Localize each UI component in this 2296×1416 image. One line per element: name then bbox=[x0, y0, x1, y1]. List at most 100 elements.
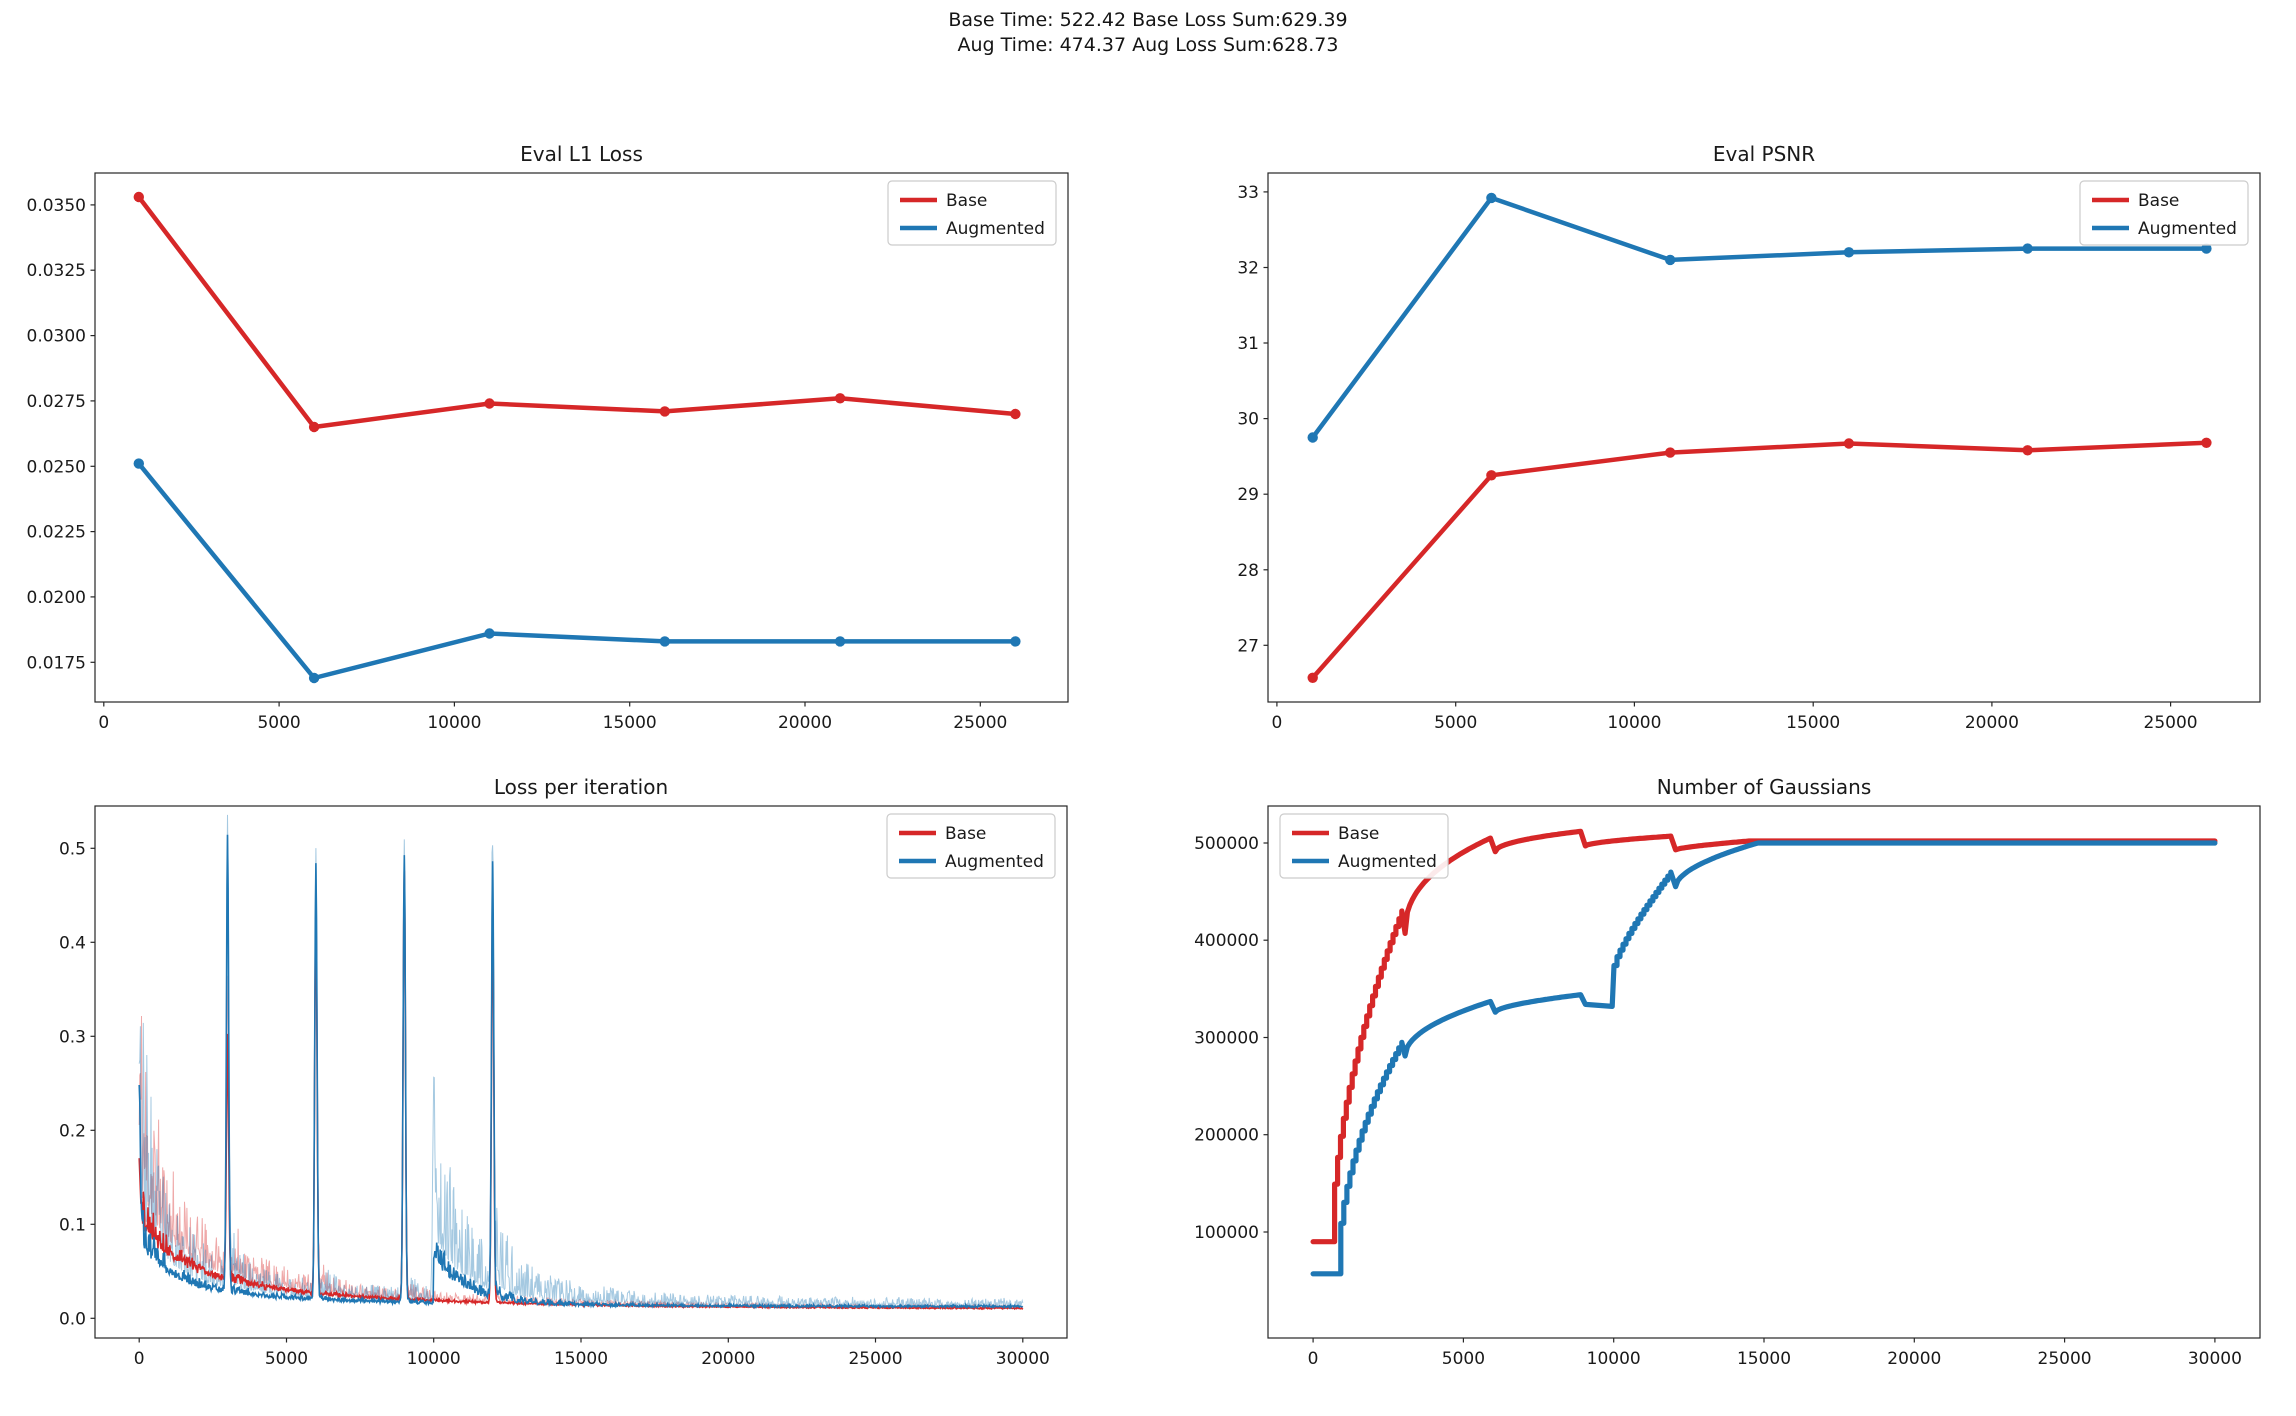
eval-psnr-y-tick-label: 28 bbox=[1237, 561, 1259, 581]
number-of-gaussians-plot-area bbox=[1267, 805, 2261, 1339]
eval-l1-loss-base-marker bbox=[308, 421, 320, 433]
number-of-gaussians-legend-label-base: Base bbox=[1338, 824, 1379, 844]
eval-l1-loss-title: Eval L1 Loss bbox=[520, 142, 643, 166]
eval-psnr-base-line bbox=[1310, 440, 2209, 681]
eval-psnr-legend-label-augmented: Augmented bbox=[2138, 219, 2237, 239]
eval-psnr-y-tick-label: 30 bbox=[1237, 410, 1259, 430]
eval-psnr-base-marker bbox=[2201, 437, 2212, 448]
eval-psnr-base-marker bbox=[1665, 447, 1676, 458]
eval-l1-loss-x-axis: 0 5000 10000 15000 20000 25000 bbox=[98, 702, 1007, 733]
eval-l1-loss-x-tick-label: 0 bbox=[98, 713, 109, 733]
eval-psnr-y-tick-label: 32 bbox=[1237, 259, 1259, 279]
eval-l1-loss-augmented-marker bbox=[133, 458, 144, 469]
eval-psnr-augmented-line bbox=[1310, 195, 2209, 440]
number-of-gaussians-y-tick-label: 500000 bbox=[1194, 834, 1259, 854]
eval-l1-loss-augmented-line bbox=[136, 461, 1018, 681]
eval-psnr-x-tick-label: 25000 bbox=[2144, 713, 2198, 733]
eval-l1-loss-legend-label-augmented: Augmented bbox=[946, 219, 1045, 239]
eval-l1-loss-base-marker bbox=[484, 398, 495, 409]
eval-l1-loss-augmented-marker bbox=[659, 636, 670, 647]
loss-per-iteration-x-tick-label: 0 bbox=[134, 1349, 145, 1369]
eval-psnr-y-axis: 27 28 29 30 31 32 33 bbox=[1237, 183, 1268, 656]
loss-per-iteration-augmented-raw-trace bbox=[138, 814, 1024, 1308]
loss-per-iteration-x-tick-label: 20000 bbox=[701, 1349, 755, 1369]
eval-l1-loss-y-tick-label: 0.0200 bbox=[27, 588, 86, 608]
eval-l1-loss-plot-area bbox=[94, 172, 1069, 703]
eval-l1-loss-y-axis: 0.0175 0.0200 0.0225 0.0250 0.0275 0.0300 0.03… bbox=[27, 196, 95, 673]
eval-psnr-base-marker bbox=[2022, 445, 2033, 456]
number-of-gaussians-x-tick-label: 20000 bbox=[1887, 1349, 1941, 1369]
number-of-gaussians-x-tick-label: 10000 bbox=[1587, 1349, 1641, 1369]
eval-l1-loss-augmented-marker bbox=[1010, 636, 1021, 647]
eval-l1-loss-y-tick-label: 0.0325 bbox=[27, 261, 86, 281]
eval-l1-loss-base-marker bbox=[659, 406, 670, 417]
suptitle-line-1: Base Time: 522.42 Base Loss Sum:629.39 bbox=[948, 9, 1348, 31]
eval-psnr-x-tick-label: 5000 bbox=[1434, 713, 1477, 733]
eval-psnr-augmented-marker bbox=[1843, 247, 1855, 258]
eval-l1-loss-legend: Base Augmented bbox=[887, 180, 1057, 246]
eval-psnr-base-marker bbox=[1307, 672, 1318, 683]
number-of-gaussians-legend-label-augmented: Augmented bbox=[1338, 852, 1437, 872]
eval-psnr-augmented-marker bbox=[1665, 254, 1676, 266]
number-of-gaussians-legend: Base Augmented bbox=[1279, 813, 1449, 879]
eval-l1-loss-augmented-marker bbox=[308, 672, 320, 684]
number-of-gaussians-y-tick-label: 200000 bbox=[1194, 1126, 1259, 1146]
loss-per-iteration-y-tick-label: 0.3 bbox=[59, 1027, 86, 1047]
number-of-gaussians-augmented-line bbox=[1310, 840, 2218, 1277]
eval-psnr-augmented-marker bbox=[2022, 243, 2033, 254]
eval-l1-loss-x-tick-label: 20000 bbox=[778, 713, 832, 733]
number-of-gaussians-y-tick-label: 100000 bbox=[1194, 1223, 1259, 1243]
eval-l1-loss-x-tick-label: 25000 bbox=[953, 713, 1007, 733]
number-of-gaussians-base-line bbox=[1310, 828, 2218, 1245]
loss-per-iteration-y-tick-label: 0.4 bbox=[59, 933, 86, 953]
eval-l1-loss-x-tick-label: 5000 bbox=[257, 713, 300, 733]
figure-suptitle: Base Time: 522.42 Base Loss Sum:629.39 A… bbox=[0, 8, 2296, 58]
eval-psnr-augmented-marker bbox=[1307, 432, 1318, 443]
eval-l1-loss-base-marker bbox=[834, 393, 846, 404]
eval-l1-loss-y-tick-label: 0.0350 bbox=[27, 196, 86, 216]
number-of-gaussians-x-tick-label: 30000 bbox=[2188, 1349, 2242, 1369]
loss-per-iteration-augmented-line bbox=[138, 834, 1024, 1310]
eval-l1-loss-y-tick-label: 0.0300 bbox=[27, 327, 86, 347]
eval-psnr-x-tick-label: 10000 bbox=[1607, 713, 1661, 733]
eval-l1-loss-augmented-marker bbox=[484, 628, 495, 639]
number-of-gaussians-x-tick-label: 5000 bbox=[1442, 1349, 1485, 1369]
eval-l1-loss-x-tick-label: 15000 bbox=[603, 713, 657, 733]
eval-psnr-title: Eval PSNR bbox=[1713, 142, 1815, 166]
loss-per-iteration-x-tick-label: 5000 bbox=[265, 1349, 308, 1369]
number-of-gaussians-y-axis: 100000 200000 300000 400000 500000 bbox=[1194, 834, 1268, 1243]
eval-psnr-legend: Base Augmented bbox=[2079, 180, 2249, 246]
loss-per-iteration-y-axis: 0.0 0.1 0.2 0.3 0.4 0.5 bbox=[59, 839, 95, 1329]
eval-psnr-base-marker bbox=[1843, 438, 1855, 449]
loss-per-iteration-plot-area bbox=[94, 805, 1068, 1339]
eval-l1-loss-y-tick-label: 0.0225 bbox=[27, 523, 86, 543]
number-of-gaussians-x-tick-label: 15000 bbox=[1737, 1349, 1791, 1369]
eval-psnr-augmented-marker bbox=[1486, 192, 1497, 204]
eval-psnr-y-tick-label: 27 bbox=[1237, 636, 1259, 656]
eval-l1-loss-legend-label-base: Base bbox=[946, 191, 987, 211]
number-of-gaussians-x-tick-label: 0 bbox=[1308, 1349, 1319, 1369]
number-of-gaussians-x-axis: 0 5000 10000 15000 20000 25000 30000 bbox=[1308, 1338, 2242, 1369]
eval-l1-loss-augmented-marker bbox=[834, 636, 846, 647]
eval-psnr-chart: 0 5000 10000 15000 20000 25000 27 28 29 30 31 32 33 E… bbox=[1237, 142, 2261, 733]
loss-per-iteration-legend-label-base: Base bbox=[945, 824, 986, 844]
loss-per-iteration-x-tick-label: 15000 bbox=[554, 1349, 608, 1369]
loss-per-iteration-chart: 0 5000 10000 15000 20000 25000 300000.00.10.20… bbox=[59, 775, 1068, 1369]
loss-per-iteration-x-axis: 0 5000 10000 15000 20000 25000 30000 bbox=[134, 1338, 1050, 1369]
eval-psnr-legend-label-base: Base bbox=[2138, 191, 2179, 211]
number-of-gaussians-y-tick-label: 300000 bbox=[1194, 1029, 1259, 1049]
eval-psnr-y-tick-label: 31 bbox=[1237, 334, 1259, 354]
eval-psnr-base-marker bbox=[1486, 470, 1497, 481]
eval-l1-loss-y-tick-label: 0.0175 bbox=[27, 653, 86, 673]
eval-psnr-x-tick-label: 15000 bbox=[1786, 713, 1840, 733]
loss-per-iteration-x-tick-label: 25000 bbox=[848, 1349, 902, 1369]
eval-psnr-x-axis: 0 5000 10000 15000 20000 25000 bbox=[1271, 702, 2198, 733]
loss-per-iteration-title: Loss per iteration bbox=[494, 775, 668, 799]
eval-l1-loss-y-tick-label: 0.0275 bbox=[27, 392, 86, 412]
number-of-gaussians-x-tick-label: 25000 bbox=[2038, 1349, 2092, 1369]
suptitle-line-2: Aug Time: 474.37 Aug Loss Sum:628.73 bbox=[957, 34, 1339, 57]
number-of-gaussians-y-tick-label: 400000 bbox=[1194, 931, 1259, 951]
eval-l1-loss-base-line bbox=[136, 194, 1018, 430]
